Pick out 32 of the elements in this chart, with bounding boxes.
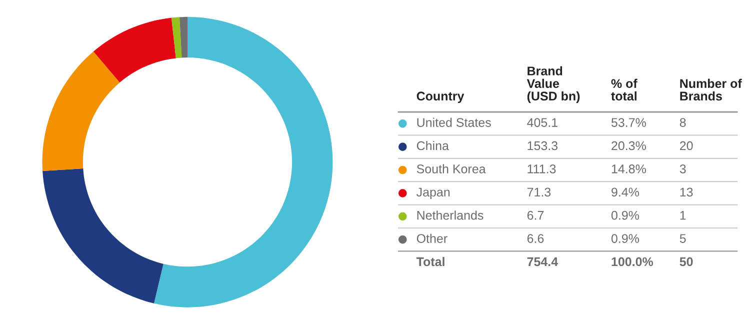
legend-label: Other xyxy=(416,234,448,243)
text: 0.9% xyxy=(611,210,640,220)
legend-label: China xyxy=(416,140,449,150)
legend-label: Japan xyxy=(416,188,450,200)
text: 0.9% xyxy=(611,234,640,243)
legend-label: South Korea xyxy=(416,164,486,174)
legend-label: Netherlands xyxy=(417,210,484,220)
text: % of total xyxy=(611,78,638,101)
text: 13 xyxy=(680,188,693,197)
data-label: 111.3 xyxy=(528,164,556,174)
text: 20 xyxy=(680,141,693,150)
text: 50 xyxy=(680,257,693,266)
legend-title: Country xyxy=(416,92,464,103)
text: 754.4 xyxy=(527,257,558,266)
data-label: 405.1 xyxy=(527,118,558,127)
data-label: 6.6 xyxy=(527,234,544,243)
text: 1 xyxy=(680,211,686,220)
text: 5 xyxy=(680,234,686,243)
text: 8 xyxy=(680,118,686,127)
text: Number of Brands xyxy=(680,78,742,101)
text: Brand Value (USD bn) xyxy=(526,66,580,103)
data-label: 6.7 xyxy=(527,210,544,220)
legend-label: United States xyxy=(417,118,491,127)
text: 14.8% xyxy=(612,164,646,174)
data-label: 71.3 xyxy=(527,188,551,197)
text: 20.3% xyxy=(612,141,646,150)
text: 3 xyxy=(680,164,686,174)
text: 53.7% xyxy=(611,118,646,127)
text: Total xyxy=(416,256,444,266)
data-label: 153.3 xyxy=(528,141,558,150)
text: 9.4% xyxy=(612,188,640,197)
text: 100.0% xyxy=(612,257,654,266)
